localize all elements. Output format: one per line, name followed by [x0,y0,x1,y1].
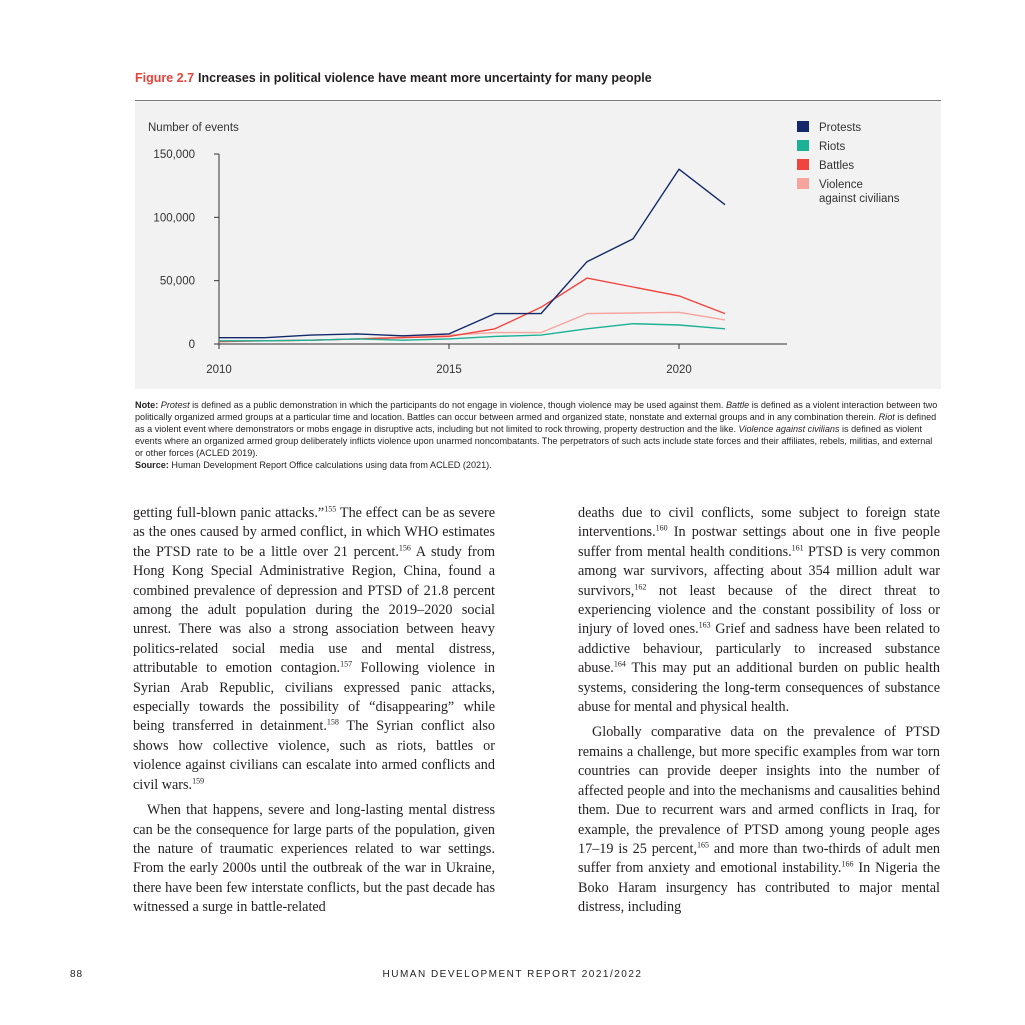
footnote-ref: 157 [340,659,353,669]
note-text: Protest is defined as a public demonstra… [135,400,937,458]
note-term: Violence against civilians [738,423,840,434]
note-paragraph: Note: Protest is defined as a public dem… [135,400,941,460]
y-tick-label: 0 [189,339,195,351]
body-text: The Syrian conflict also shows how colle… [133,718,495,793]
body-text: getting full-blown panic attacks.” [133,505,325,521]
body-text: PTSD is very common among war survivors,… [578,543,941,599]
body-text: When that happens, severe and long-lasti… [133,802,495,916]
body-text: Grief and sadness have been related to a… [578,621,940,677]
footnote-ref: 162 [634,581,647,591]
body-paragraph: When that happens, severe and long-lasti… [133,801,495,917]
body-text: In Nigeria the Boko Haram insurgency has… [578,860,941,916]
x-tick-label: 2010 [206,364,232,376]
report-title: HUMAN DEVELOPMENT REPORT 2021/2022 [382,969,643,980]
body-text: deaths due to civil conflicts, some subj… [578,505,940,541]
body-column-left: getting full-blown panic attacks.”155 Th… [133,504,495,918]
chart-panel: Number of events 150,000 100,000 50,000 0 201… [135,101,941,389]
note-segment: is defined as violent events where an or… [135,423,933,458]
legend-label: Violence against civilians [819,179,900,205]
legend-label: Battles [819,160,854,172]
note-term: Riot [878,411,895,422]
body-text: not least because of the direct threat t… [578,582,940,638]
figure-notes: Note: Protest is defined as a public dem… [135,400,941,471]
footnote-ref: 164 [613,659,626,669]
body-text: and more than two-thirds of adult men su… [578,840,941,877]
body-text: The effect can be as severe as the ones … [133,505,495,560]
x-tick-label: 2015 [436,364,462,376]
y-axis-label: Number of events [148,122,239,134]
body-text: Globally comparative data on the prevale… [578,724,940,857]
footnote-ref: 156 [398,543,411,553]
figure-number: Figure 2.7 [135,71,195,85]
series-line-protests [219,168,726,339]
body-text: A study from Hong Kong Special Administr… [133,543,495,677]
note-label: Note: [135,400,159,410]
legend-label: Protests [819,122,861,134]
series-line-battles [218,277,726,343]
legend-swatch [797,140,809,151]
body-paragraph: getting full-blown panic attacks.”155 Th… [133,504,495,795]
legend-label: Riots [819,141,845,153]
legend-swatch [797,178,809,189]
footnote-ref: 159 [192,775,205,785]
body-paragraph: deaths due to civil conflicts, some subj… [578,504,940,717]
body-text: Following violence in Syrian Arab Republ… [133,660,495,735]
footnote-ref: 161 [791,543,804,553]
legend-swatch [797,159,809,170]
body-text: This may put an additional burden on pub… [578,660,940,716]
note-segment: is defined as a violent interaction betw… [135,400,938,422]
series-line-riots [219,322,726,342]
source-label: Source: [135,459,169,470]
body-column-right: deaths due to civil conflicts, some subj… [578,504,940,918]
footnote-ref: 158 [326,717,339,727]
legend-swatch [797,121,809,132]
note-term: Battle [725,400,750,410]
body-paragraph: Globally comparative data on the prevale… [578,723,940,917]
x-tick-label: 2020 [666,364,692,376]
page-number: 88 [70,969,84,980]
footnote-ref: 166 [841,859,854,869]
body-text: In postwar settings about one in five pe… [578,524,940,560]
line-chart: Number of events 150,000 100,000 50,000 0 201… [148,121,900,376]
figure-title: Figure 2.7 Increases in political violenc… [135,71,945,85]
source-text: Human Development Report Office calculat… [171,459,492,470]
figure-caption: Increases in political violence have mea… [198,71,652,85]
y-tick-label: 50,000 [160,276,195,288]
footnote-ref: 155 [324,504,337,514]
footnote-ref: 160 [655,523,668,533]
note-segment: is defined as a public demonstration in … [189,400,726,410]
source-paragraph: Source: Human Development Report Office … [135,460,941,472]
y-tick-label: 100,000 [153,212,195,224]
footnote-ref: 163 [698,620,711,630]
note-segment: is defined as a violent event where demo… [135,411,937,434]
note-term: Protest [160,400,190,410]
footnote-ref: 165 [697,840,709,850]
figure-divider [135,100,941,101]
y-tick-label: 150,000 [153,149,195,161]
